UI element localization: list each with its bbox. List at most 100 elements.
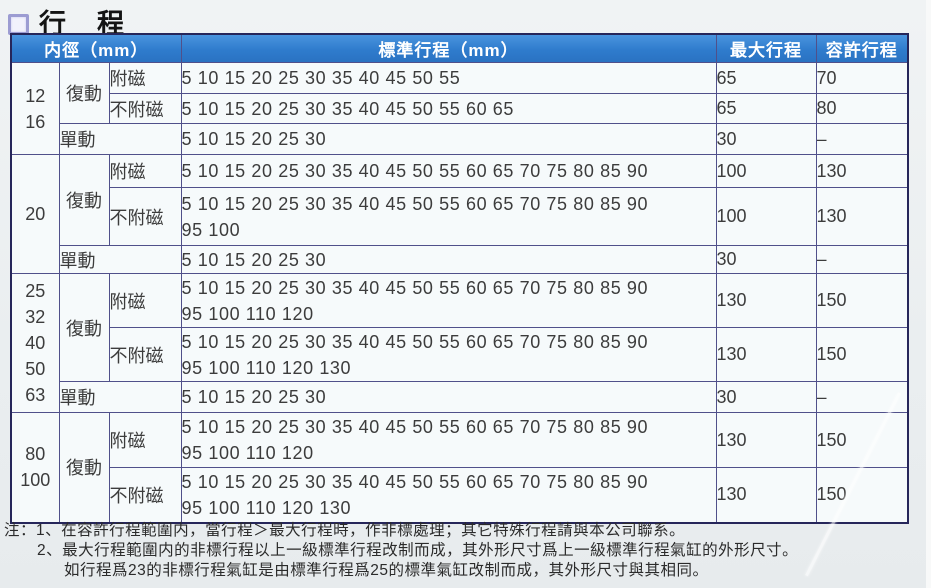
bore-value: 80 — [25, 444, 46, 465]
allowable-stroke-value: – — [815, 123, 909, 155]
allowable-stroke-value: 150 — [815, 412, 909, 468]
max-stroke-value: 30 — [715, 123, 817, 155]
stroke-values: 5 10 15 20 25 30 35 40 45 50 55 60 65 70… — [180, 412, 717, 468]
allowable-stroke-value: 80 — [815, 93, 909, 124]
stroke-line: 95 100 110 120 — [181, 303, 314, 324]
no-magnet-label: 不附磁 — [108, 187, 182, 246]
stroke-values: 5 10 15 20 25 30 35 40 45 50 55 — [180, 62, 717, 94]
max-stroke-value: 30 — [715, 245, 817, 274]
bore-value: 16 — [25, 111, 46, 132]
single-acting-label: 單動 — [58, 381, 182, 413]
table-row: 不附磁 5 10 15 20 25 30 35 40 45 50 55 60 6… — [11, 187, 909, 246]
bore-value: 63 — [25, 385, 46, 405]
max-stroke-value: 65 — [715, 62, 817, 94]
square-bullet-icon — [8, 14, 29, 35]
single-acting-label: 單動 — [58, 123, 182, 155]
stroke-line: 5 10 15 20 25 30 35 40 45 50 55 60 65 70… — [181, 417, 649, 437]
table-row: 12 16 復動 附磁 5 10 15 20 25 30 35 40 45 50… — [10, 62, 909, 155]
header-allowable-stroke: 容許行程 — [815, 33, 909, 63]
no-magnet-label: 不附磁 — [108, 93, 182, 124]
stroke-line: 95 100 — [181, 219, 241, 240]
table-row: 25 32 40 50 63 復動 附磁 5 10 15 20 25 30 35… — [10, 273, 909, 413]
magnet-label: 附磁 — [108, 273, 182, 328]
stroke-line: 5 10 15 20 25 30 35 40 45 50 55 60 65 — [181, 98, 515, 119]
double-acting-label: 復動 — [58, 154, 110, 246]
stroke-values: 5 10 15 20 25 30 35 40 45 50 55 60 65 70… — [180, 327, 717, 382]
footnote-2: 2、最大行程範圍内的非標行程以上一級標準行程改制而成，其外形尺寸爲上一級標準行程… — [37, 542, 799, 559]
header-standard-stroke: 標準行程（mm） — [180, 33, 717, 63]
stroke-values: 5 10 15 20 25 30 35 40 45 50 55 60 65 — [180, 93, 717, 124]
stroke-line: 5 10 15 20 25 30 35 40 45 50 55 60 65 70… — [181, 193, 649, 214]
stroke-values: 5 10 15 20 25 30 — [180, 123, 717, 155]
table-row: 80 100 復動 附磁 5 10 15 20 25 30 35 40 45 5… — [10, 412, 909, 523]
max-stroke-value: 100 — [715, 187, 817, 246]
stroke-line: 5 10 15 20 25 30 — [181, 387, 327, 407]
stroke-line: 5 10 15 20 25 30 35 40 45 50 55 60 65 70… — [181, 161, 649, 181]
header-row: 内徑（mm） 標準行程（mm） 最大行程 容許行程 — [10, 33, 909, 63]
stroke-values: 5 10 15 20 25 30 35 40 45 50 55 60 65 70… — [180, 187, 717, 246]
bore-value: 40 — [25, 333, 46, 353]
single-acting-label: 單動 — [58, 245, 182, 274]
bore-value: 12 — [25, 85, 46, 106]
table-row: 20 復動 附磁 5 10 15 20 25 30 35 40 45 50 55… — [10, 154, 909, 274]
max-stroke-value: 130 — [715, 327, 817, 382]
scan-edge — [926, 0, 931, 588]
stroke-spec-table: 内徑（mm） 標準行程（mm） 最大行程 容許行程 12 16 復動 附磁 5 … — [10, 33, 910, 524]
stroke-values: 5 10 15 20 25 30 — [180, 245, 717, 274]
allowable-stroke-value: 150 — [815, 273, 909, 328]
footnote-3: 如行程爲23的非標行程氣缸是由標準行程爲25的標準氣缸改制而成，其外形尺寸與其相… — [64, 562, 709, 579]
table-row: 單動 5 10 15 20 25 30 30 – — [11, 123, 909, 155]
double-acting-label: 復動 — [58, 412, 110, 523]
no-magnet-label: 不附磁 — [108, 327, 182, 382]
magnet-label: 附磁 — [108, 154, 182, 188]
stroke-values: 5 10 15 20 25 30 35 40 45 50 55 60 65 70… — [180, 273, 717, 328]
stroke-line: 5 10 15 20 25 30 35 40 45 50 55 60 65 70… — [181, 471, 649, 492]
no-magnet-label: 不附磁 — [108, 467, 182, 523]
allowable-stroke-value: – — [815, 381, 909, 413]
bore-group-1: 12 16 — [10, 62, 60, 155]
footnote-1: 注：1、在容許行程範圍内，當行程＞最大行程時，作非標處理；其它特殊行程請與本公司… — [4, 522, 686, 539]
stroke-values: 5 10 15 20 25 30 35 40 45 50 55 60 65 70… — [180, 154, 717, 188]
stroke-line: 95 100 110 120 130 — [181, 497, 352, 518]
max-stroke-value: 30 — [715, 381, 817, 413]
bore-group-4: 80 100 — [10, 412, 60, 523]
magnet-label: 附磁 — [108, 412, 182, 468]
stroke-line: 5 10 15 20 25 30 35 40 45 50 55 60 65 70… — [181, 331, 649, 352]
max-stroke-value: 130 — [715, 412, 817, 468]
magnet-label: 附磁 — [108, 62, 182, 94]
table-row: 不附磁 5 10 15 20 25 30 35 40 45 50 55 60 6… — [11, 93, 909, 124]
bore-value: 100 — [20, 470, 51, 491]
header-max-stroke: 最大行程 — [715, 33, 817, 63]
table-row: 單動 5 10 15 20 25 30 30 – — [11, 381, 909, 413]
stroke-line: 5 10 15 20 25 30 35 40 45 50 55 — [181, 68, 461, 88]
table-row: 不附磁 5 10 15 20 25 30 35 40 45 50 55 60 6… — [11, 467, 909, 523]
stroke-line: 95 100 110 120 — [181, 443, 314, 463]
stroke-line: 5 10 15 20 25 30 35 40 45 50 55 60 65 70… — [181, 277, 649, 298]
bore-value: 20 — [25, 204, 46, 224]
allowable-stroke-value: 130 — [815, 187, 909, 246]
allowable-stroke-value: – — [815, 245, 909, 274]
stroke-line: 5 10 15 20 25 30 — [181, 129, 327, 149]
bore-value: 32 — [25, 307, 46, 327]
stroke-line: 95 100 110 120 130 — [181, 357, 352, 378]
footnotes: 注：1、在容許行程範圍内，當行程＞最大行程時，作非標處理；其它特殊行程請與本公司… — [4, 521, 929, 581]
stroke-values: 5 10 15 20 25 30 — [180, 381, 717, 413]
bore-group-3: 25 32 40 50 63 — [10, 273, 60, 413]
max-stroke-value: 100 — [715, 154, 817, 188]
bore-value: 25 — [25, 281, 46, 301]
stroke-line: 5 10 15 20 25 30 — [181, 249, 327, 270]
table-row: 單動 5 10 15 20 25 30 30 – — [11, 245, 909, 274]
double-acting-label: 復動 — [58, 273, 110, 382]
allowable-stroke-value: 70 — [815, 62, 909, 94]
bore-value: 50 — [25, 359, 46, 379]
allowable-stroke-value: 150 — [815, 467, 909, 523]
double-acting-label: 復動 — [58, 62, 110, 124]
allowable-stroke-value: 130 — [815, 154, 909, 188]
max-stroke-value: 130 — [715, 467, 817, 523]
max-stroke-value: 130 — [715, 273, 817, 328]
allowable-stroke-value: 150 — [815, 327, 909, 382]
max-stroke-value: 65 — [715, 93, 817, 124]
stroke-values: 5 10 15 20 25 30 35 40 45 50 55 60 65 70… — [180, 467, 717, 523]
header-bore: 内徑（mm） — [10, 33, 182, 63]
